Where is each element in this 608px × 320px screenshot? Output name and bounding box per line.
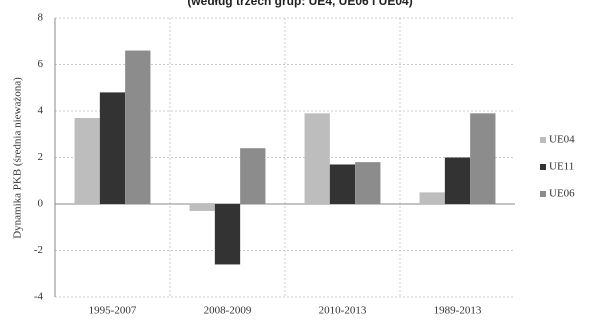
y-tick-label: -4	[34, 291, 44, 303]
y-tick-label: 6	[38, 58, 44, 70]
x-tick-label: 1989-2013	[434, 305, 482, 317]
bar	[125, 50, 151, 204]
legend-swatch	[540, 164, 546, 170]
legend-label: UE11	[549, 161, 574, 173]
y-tick-label: -2	[34, 244, 43, 256]
x-tick-label: 1995-2007	[89, 305, 137, 317]
bar	[444, 157, 471, 204]
bar	[99, 92, 126, 204]
bar	[240, 148, 266, 204]
legend-swatch	[540, 191, 546, 197]
y-axis-label: Dynamika PKB (średnia nieważona)	[12, 77, 24, 239]
bar	[214, 204, 241, 265]
legend-label: UE06	[549, 188, 575, 200]
bar	[304, 113, 330, 204]
legend-label: UE04	[549, 134, 575, 146]
bar	[470, 113, 496, 204]
chart-title: (według trzech grup: UE4, UE06 i UE04)	[187, 0, 412, 8]
x-tick-label: 2008-2009	[204, 305, 252, 317]
x-tick-label: 2010-2013	[319, 305, 367, 317]
y-tick-label: 0	[38, 198, 44, 210]
y-tick-label: 4	[38, 105, 44, 117]
bar	[74, 117, 100, 204]
bar	[329, 164, 356, 204]
bar	[189, 204, 215, 211]
legend-swatch	[540, 137, 546, 143]
y-tick-label: 8	[38, 12, 44, 24]
bar	[355, 162, 381, 204]
y-tick-label: 2	[38, 151, 44, 163]
bar	[419, 192, 445, 204]
